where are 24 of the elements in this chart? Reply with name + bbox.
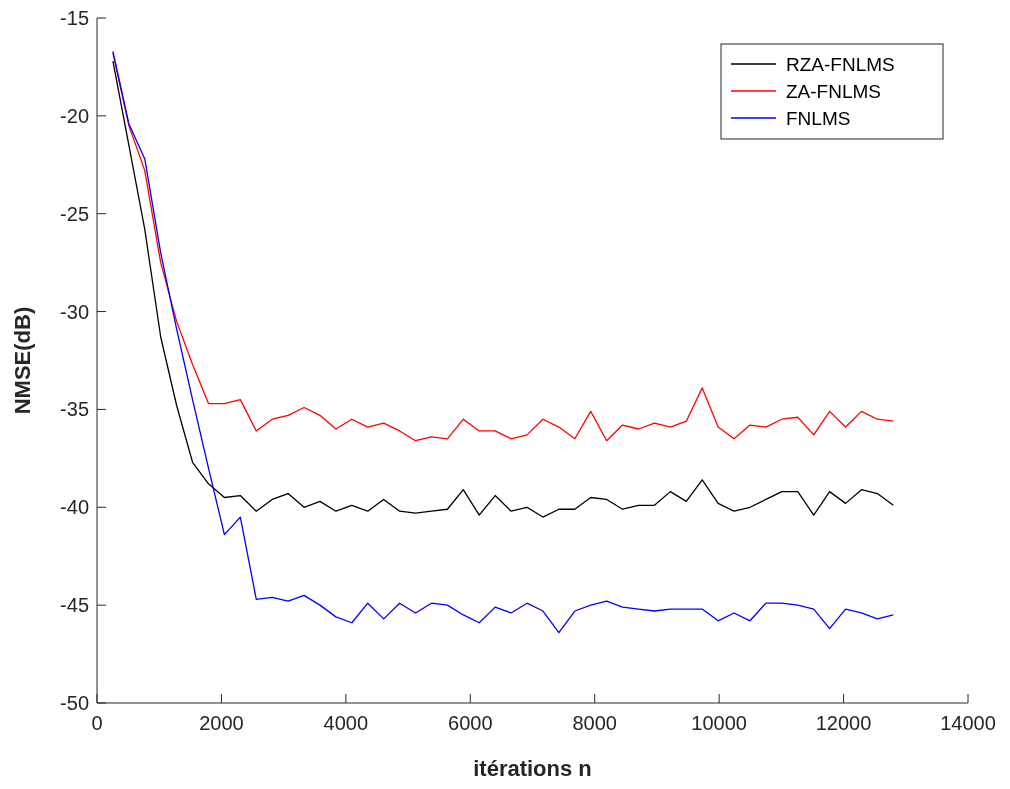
x-axis-title: itérations n xyxy=(473,756,592,781)
line-series xyxy=(112,52,894,442)
legend-label: RZA-FNLMS xyxy=(786,53,895,75)
legend-label: ZA-FNLMS xyxy=(786,80,881,102)
x-tick-label: 12000 xyxy=(815,712,872,734)
x-tick-label: 4000 xyxy=(323,712,369,734)
y-tick-label: -20 xyxy=(60,104,89,127)
y-tick-label: -45 xyxy=(60,594,89,617)
y-tick-label: -25 xyxy=(60,202,89,225)
y-tick-label: -40 xyxy=(60,496,89,519)
x-tick-label: 14000 xyxy=(940,712,996,734)
x-tick-label: 6000 xyxy=(448,712,493,734)
y-tick-label: -35 xyxy=(60,398,89,421)
line-series xyxy=(112,60,894,518)
x-tick-label: 0 xyxy=(91,712,103,734)
y-tick-label: -15 xyxy=(60,7,89,29)
x-tick-label: 10000 xyxy=(691,712,747,734)
line-series xyxy=(112,50,894,634)
legend-label: FNLMS xyxy=(786,107,851,129)
y-tick-label: -50 xyxy=(60,692,89,714)
y-axis-title: NMSE(dB) xyxy=(10,306,35,415)
x-tick-label: 8000 xyxy=(572,712,617,734)
x-tick-label: 2000 xyxy=(199,712,244,734)
y-tick-label: -30 xyxy=(60,300,89,323)
